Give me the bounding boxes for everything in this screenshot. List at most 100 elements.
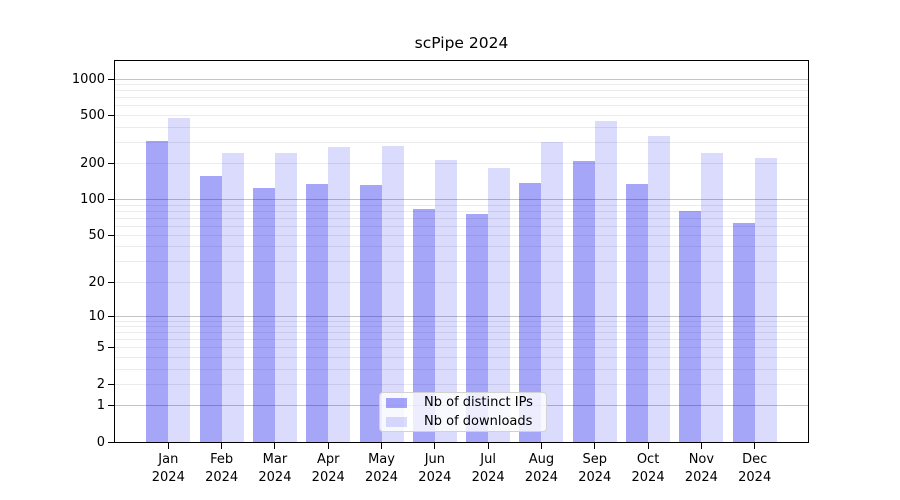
y-tick-label-100: 100 [80,192,105,208]
x-tick-label-aug: Aug 2024 [524,452,558,485]
x-tick-label-jan: Jan 2024 [151,452,185,485]
gridline-minor-9 [115,320,808,322]
gridline-minor-60 [115,225,808,227]
legend-entry-downloads: Nb of downloads [380,412,546,431]
y-tick-label-20: 20 [88,274,105,290]
gridline-minor-30 [115,261,808,263]
y-tick-label-500: 500 [80,107,105,123]
y-tick-10 [108,315,114,317]
gridline-minor-2 [115,383,808,385]
gridline-major-10 [115,315,808,317]
x-tick-jan [167,443,169,449]
bar-ips-jul [466,213,489,442]
plot-area: Nb of distinct IPs Nb of downloads Jan 2… [72,60,809,485]
gridline-minor-6 [115,339,808,341]
x-tick-label-mar: Mar 2024 [258,452,292,485]
bar-downloads-oct [648,135,671,442]
gridline-major-100 [115,199,808,201]
bar-ips-sep [572,161,595,442]
bar-downloads-jan [168,117,191,442]
y-tick-200 [108,162,114,164]
x-tick-mar [274,443,276,449]
gridline-minor-90 [115,204,808,206]
bar-ips-may [359,184,382,442]
x-tick-apr [327,443,329,449]
y-tick-5 [108,347,114,349]
x-tick-may [381,443,383,449]
bar-ips-apr [306,183,329,442]
bar-downloads-jun [434,159,457,442]
x-tick-label-may: May 2024 [364,452,399,485]
x-tick-label-oct: Oct 2024 [631,452,665,485]
x-tick-label-dec: Dec 2024 [738,452,772,485]
x-tick-aug [540,443,542,449]
gridline-minor-80 [115,210,808,212]
bar-ips-dec [732,222,755,442]
y-tick-label-1000: 1000 [71,71,105,87]
gridline-minor-3 [115,368,808,370]
x-tick-label-feb: Feb 2024 [205,452,239,485]
bar-ips-nov [679,210,702,442]
gridline-minor-7 [115,332,808,334]
bar-ips-aug [519,183,542,442]
gridline-minor-8 [115,326,808,328]
x-tick-nov [700,443,702,449]
y-tick-2 [108,383,114,385]
y-tick-label-50: 50 [88,227,105,243]
legend-swatch-distinct-ips-icon [386,397,407,408]
y-tick-1 [108,405,114,407]
gridline-minor-500 [115,114,808,116]
legend-entry-distinct-ips: Nb of distinct IPs [380,393,546,412]
bar-downloads-nov [701,153,724,442]
bar-ips-feb [199,176,222,442]
bar-downloads-jul [488,167,511,442]
bar-downloads-mar [274,152,297,442]
bar-downloads-may [381,145,404,442]
bar-ips-oct [626,183,649,442]
gridline-minor-20 [115,281,808,283]
x-tick-dec [754,443,756,449]
bar-ips-mar [252,187,275,442]
bar-ips-jan [146,141,169,442]
y-tick-500 [108,114,114,116]
gridline-minor-5 [115,347,808,349]
y-tick-label-0: 0 [96,434,105,450]
gridline-minor-4 [115,356,808,358]
gridline-minor-50 [115,234,808,236]
y-tick-20 [108,281,114,283]
gridline-minor-200 [115,162,808,164]
x-tick-oct [647,443,649,449]
gridline-minor-800 [115,90,808,92]
x-tick-sep [594,443,596,449]
gridline-minor-70 [115,217,808,219]
y-tick-label-5: 5 [96,340,105,356]
y-tick-0 [108,441,114,443]
bar-downloads-apr [328,146,351,442]
bar-downloads-sep [594,120,617,442]
gridline-minor-700 [115,97,808,99]
y-tick-50 [108,234,114,236]
legend-label-distinct-ips: Nb of distinct IPs [424,394,533,410]
bar-downloads-dec [754,158,777,442]
x-tick-jul [487,443,489,449]
bar-ips-jun [412,208,435,442]
gridline-minor-40 [115,246,808,248]
legend-label-downloads: Nb of downloads [424,413,533,429]
bar-downloads-feb [221,153,244,442]
gridline-minor-900 [115,84,808,86]
y-tick-label-200: 200 [80,155,105,171]
chart-title: scPipe 2024 [414,34,509,52]
x-tick-label-apr: Apr 2024 [311,452,345,485]
x-tick-jun [434,443,436,449]
bar-downloads-aug [541,141,564,442]
y-tick-label-10: 10 [88,308,105,324]
x-tick-label-nov: Nov 2024 [684,452,718,485]
y-tick-100 [108,199,114,201]
y-tick-label-2: 2 [96,376,105,392]
y-tick-1000 [108,78,114,80]
y-tick-label-1: 1 [96,398,105,414]
legend: Nb of distinct IPs Nb of downloads [379,392,547,432]
x-tick-label-sep: Sep 2024 [578,452,612,485]
x-tick-feb [221,443,223,449]
